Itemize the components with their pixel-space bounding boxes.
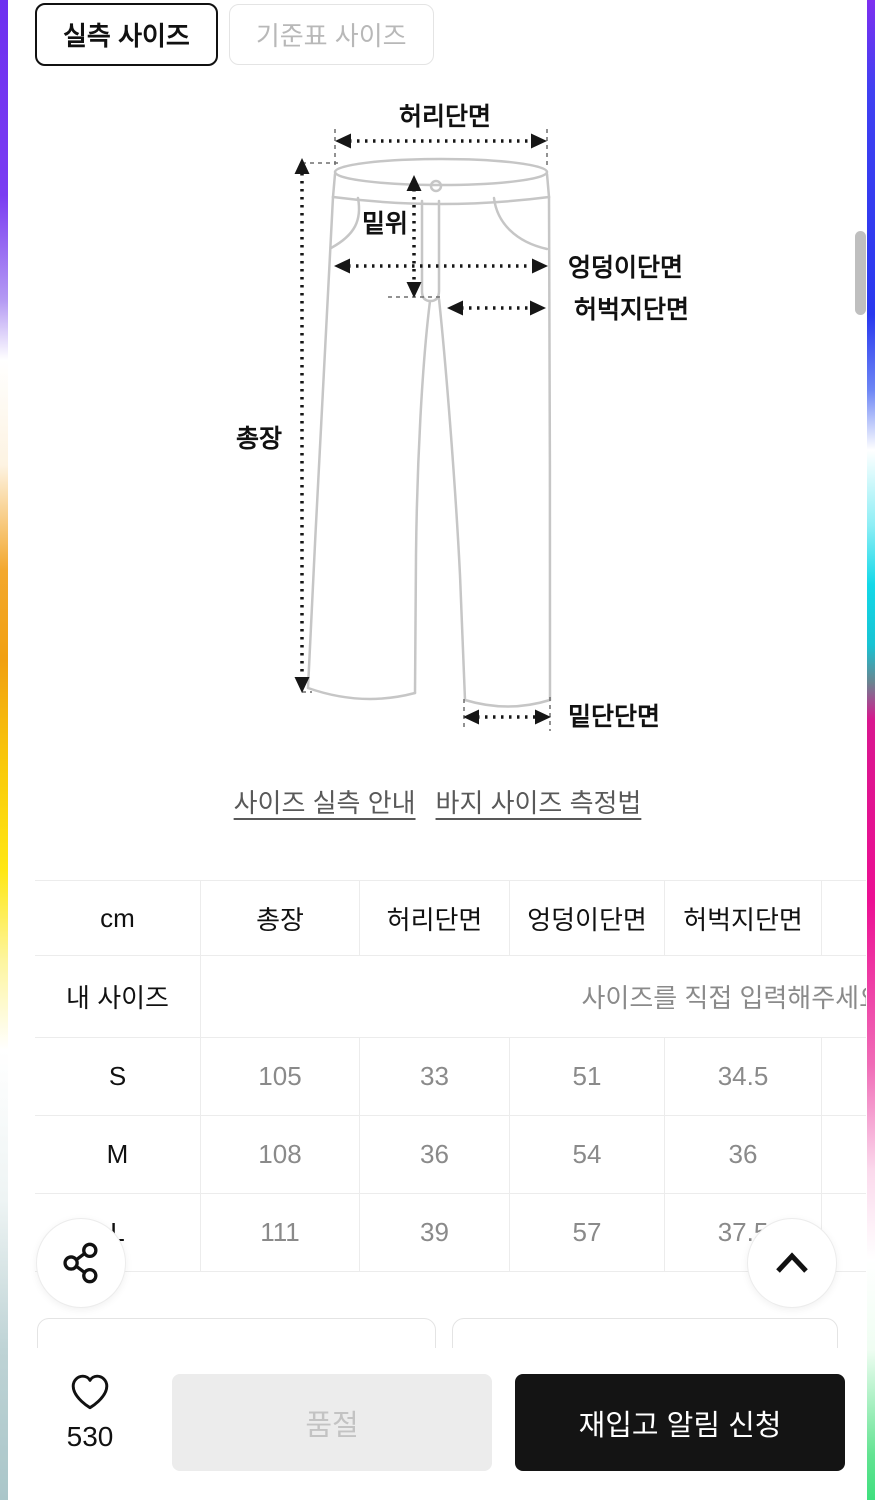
- size-guide-links: 사이즈 실측 안내 바지 사이즈 측정법: [0, 783, 875, 820]
- hip-measure-arrow: [334, 258, 548, 274]
- restock-alert-button[interactable]: 재입고 알림 신청: [515, 1374, 845, 1471]
- pants-outline: [306, 157, 552, 708]
- heart-icon: [71, 1374, 109, 1410]
- value-cell: 105: [201, 1038, 360, 1115]
- value-cell: 39: [360, 1194, 510, 1271]
- rise-measure-arrow: [388, 175, 444, 298]
- col-header-length: 총장: [201, 881, 360, 955]
- table-row-m: M 108 36 54 36: [35, 1116, 866, 1194]
- rise-label: 밑위: [362, 210, 408, 238]
- size-cell: S: [35, 1038, 201, 1115]
- my-size-label: 내 사이즈: [35, 956, 201, 1037]
- waist-measure-arrow: [334, 129, 548, 165]
- waist-label: 허리단면: [399, 103, 491, 131]
- value-cell: 57: [510, 1194, 665, 1271]
- value-cell: 54: [510, 1116, 665, 1193]
- pants-measurement-diagram: 허리단면 밑위 엉덩이단면 허벅지단면 총장 밑단단면: [236, 103, 688, 731]
- share-icon: [63, 1242, 98, 1284]
- my-size-input[interactable]: 사이즈를 직접 입력해주세요: [581, 983, 867, 1013]
- like-button[interactable]: 530: [52, 1372, 128, 1453]
- size-table: cm 총장 허리단면 엉덩이단면 허벅지단면 내 사이즈 사이즈를 직접 입력해…: [35, 880, 866, 1272]
- scroll-to-top-button[interactable]: [747, 1218, 837, 1308]
- hem-label: 밑단단면: [568, 703, 660, 731]
- like-count: 530: [66, 1421, 114, 1452]
- value-cell-clipped: [822, 1116, 866, 1193]
- value-cell: 111: [201, 1194, 360, 1271]
- value-cell: 51: [510, 1038, 665, 1115]
- thigh-label: 허벅지단면: [574, 296, 688, 324]
- tab-measured-size[interactable]: 실측 사이즈: [35, 3, 218, 66]
- screen-edge-gradient-left: [0, 0, 8, 1500]
- share-button[interactable]: [36, 1218, 126, 1308]
- my-size-row: 내 사이즈 사이즈를 직접 입력해주세요: [35, 956, 866, 1038]
- size-measure-guide-link[interactable]: 사이즈 실측 안내: [233, 788, 416, 818]
- length-label: 총장: [236, 425, 282, 453]
- value-cell: 36: [360, 1116, 510, 1193]
- table-row-l: L 111 39 57 37.5: [35, 1194, 866, 1272]
- col-header-thigh: 허벅지단면: [665, 881, 822, 955]
- hip-label: 엉덩이단면: [568, 254, 683, 282]
- length-measure-arrow: [294, 158, 340, 693]
- value-cell: 36: [665, 1116, 822, 1193]
- hem-measure-arrow: [463, 697, 551, 731]
- unit-header-cell: cm: [35, 881, 201, 955]
- value-cell: 108: [201, 1116, 360, 1193]
- col-header-clipped: [822, 881, 866, 955]
- col-header-hip: 엉덩이단면: [510, 881, 665, 955]
- size-table-header-row: cm 총장 허리단면 엉덩이단면 허벅지단면: [35, 881, 866, 956]
- scrollbar-thumb[interactable]: [855, 231, 866, 315]
- bottom-action-bar: 530 품절 재입고 알림 신청: [0, 1348, 875, 1500]
- table-row-s: S 105 33 51 34.5: [35, 1038, 866, 1116]
- size-tab-bar: 실측 사이즈 기준표 사이즈: [35, 3, 434, 66]
- thigh-measure-arrow: [447, 300, 546, 316]
- value-cell: 34.5: [665, 1038, 822, 1115]
- chevron-up-icon: [776, 1252, 808, 1273]
- size-cell: M: [35, 1116, 201, 1193]
- value-cell: 33: [360, 1038, 510, 1115]
- tab-standard-size[interactable]: 기준표 사이즈: [228, 4, 434, 65]
- pants-measure-howto-link[interactable]: 바지 사이즈 측정법: [435, 788, 642, 818]
- screen-edge-gradient-right: [867, 0, 875, 1500]
- col-header-waist: 허리단면: [360, 881, 510, 955]
- soldout-button: 품절: [172, 1374, 492, 1471]
- value-cell-clipped: [822, 1038, 866, 1115]
